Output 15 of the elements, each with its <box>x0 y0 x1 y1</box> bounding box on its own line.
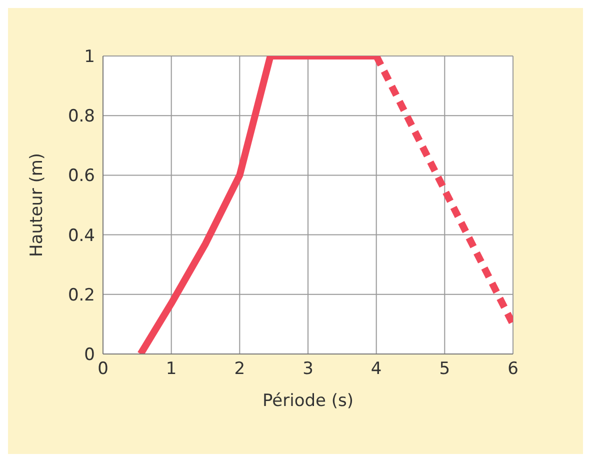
y-tick-label: 1 <box>84 47 95 68</box>
x-tick-label: 2 <box>234 359 246 380</box>
y-tick-label: 0.4 <box>68 226 95 246</box>
x-axis-title: Période (s) <box>262 391 354 411</box>
x-tick-label: 0 <box>98 359 108 380</box>
x-tick-label: 6 <box>508 359 518 380</box>
y-tick-label: 0 <box>84 345 95 366</box>
x-tick-label: 1 <box>166 359 177 380</box>
y-axis-title: Hauteur (m) <box>27 152 48 258</box>
y-tick-label: 0.8 <box>68 106 95 127</box>
y-tick-label: 0.2 <box>68 285 95 306</box>
x-tick-label: 4 <box>370 359 382 380</box>
x-tick-label: 3 <box>302 359 314 380</box>
y-tick-label: 0.6 <box>68 166 95 186</box>
x-tick-label: 5 <box>439 359 450 380</box>
